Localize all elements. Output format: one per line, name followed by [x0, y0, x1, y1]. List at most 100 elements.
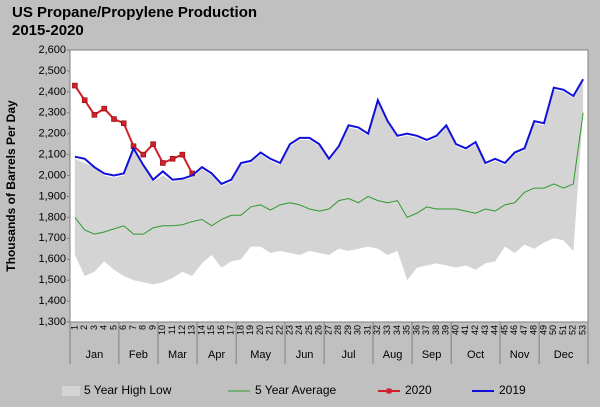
legend-label: 5 Year High Low [84, 383, 172, 397]
month-label: Sep [422, 349, 442, 361]
series-line [74, 78, 584, 186]
y-tick-label: 2,500 [38, 65, 66, 77]
x-tick-label: 39 [441, 325, 451, 335]
y-tick-label: 1,600 [38, 253, 66, 265]
x-tick-label: 29 [343, 325, 353, 335]
y-tick-label: 1,800 [38, 211, 66, 223]
x-tick-label: 36 [411, 325, 421, 335]
x-tick-label: 14 [196, 325, 206, 335]
point-marker [179, 151, 186, 158]
legend-marker [386, 388, 392, 394]
x-tick-label: 26 [314, 325, 324, 335]
x-tick-label: 10 [157, 325, 167, 335]
month-label: Jan [86, 349, 104, 361]
y-tick-label: 1,500 [38, 274, 66, 286]
x-tick-label: 43 [480, 325, 490, 335]
x-tick-label: 18 [235, 325, 245, 335]
y-axis-label: Thousands of Barrels Per Day [4, 100, 18, 272]
y-tick-label: 2,300 [38, 107, 66, 119]
series-line [74, 112, 584, 235]
point-marker [111, 116, 117, 122]
x-tick-label: 52 [568, 325, 578, 335]
month-label: May [250, 349, 271, 361]
x-tick-label: 32 [372, 325, 382, 335]
x-tick-label: 30 [353, 325, 363, 335]
x-tick-label: 51 [558, 325, 568, 335]
x-tick-label: 50 [548, 325, 558, 335]
x-tick-label: 49 [538, 325, 548, 335]
x-tick-label: 46 [509, 325, 519, 335]
y-tick-label: 1,400 [38, 295, 66, 307]
x-tick-label: 34 [392, 325, 402, 335]
high-low-band [74, 81, 584, 285]
x-tick-label: 41 [460, 325, 470, 335]
x-tick-label: 42 [470, 325, 480, 335]
legend-label: 2020 [405, 383, 432, 397]
point-marker [160, 160, 166, 166]
y-tick-label: 2,200 [38, 128, 66, 140]
x-tick-label: 19 [245, 325, 255, 335]
chart-title: US Propane/Propylene Production [12, 4, 257, 21]
x-tick-label: 31 [362, 325, 372, 335]
point-marker [140, 151, 147, 158]
month-label: Dec [554, 349, 574, 361]
x-tick-label: 12 [177, 325, 187, 335]
x-tick-label: 9 [147, 325, 157, 330]
x-tick-label: 53 [577, 325, 587, 335]
x-tick-label: 40 [450, 325, 460, 335]
legend-label: 5 Year Average [255, 383, 337, 397]
month-label: Apr [208, 349, 225, 361]
x-tick-label: 13 [187, 325, 197, 335]
legend-swatch [62, 386, 80, 396]
x-tick-label: 5 [108, 325, 118, 330]
month-label: Oct [467, 349, 484, 361]
x-tick-label: 1 [69, 325, 79, 330]
legend-label: 2019 [499, 383, 526, 397]
point-marker [81, 97, 88, 103]
x-tick-label: 17 [226, 325, 236, 335]
point-marker [121, 120, 127, 126]
x-tick-label: 7 [128, 325, 138, 330]
x-tick-label: 20 [255, 325, 265, 335]
month-label: Feb [129, 349, 148, 361]
x-tick-label: 45 [499, 325, 509, 335]
x-tick-label: 16 [216, 325, 226, 335]
x-tick-label: 15 [206, 325, 216, 335]
x-tick-label: 23 [284, 325, 294, 335]
x-tick-label: 27 [323, 325, 333, 335]
y-tick-label: 2,400 [38, 86, 66, 98]
x-tick-label: 3 [89, 325, 99, 330]
x-tick-label: 24 [294, 325, 304, 335]
y-tick-label: 2,100 [38, 149, 66, 161]
x-tick-label: 21 [265, 325, 275, 335]
point-marker [150, 141, 156, 147]
x-tick-label: 33 [382, 325, 392, 335]
point-marker [91, 112, 98, 118]
x-tick-label: 37 [421, 325, 431, 335]
month-label: Aug [383, 349, 403, 361]
x-tick-label: 4 [99, 325, 109, 330]
month-label: Mar [168, 349, 187, 361]
x-tick-label: 2 [79, 325, 89, 330]
x-tick-label: 28 [333, 325, 343, 335]
month-label: Jul [342, 349, 356, 361]
month-label: Nov [510, 349, 530, 361]
x-tick-label: 35 [402, 325, 412, 335]
point-marker [101, 105, 107, 112]
x-tick-label: 6 [118, 325, 128, 330]
y-tick-label: 1,300 [38, 316, 66, 328]
y-tick-label: 2,000 [38, 169, 66, 181]
y-tick-label: 1,700 [38, 232, 66, 244]
point-marker [72, 82, 78, 89]
x-tick-label: 48 [529, 325, 539, 335]
y-tick-label: 1,900 [38, 190, 66, 202]
x-tick-label: 25 [304, 325, 314, 335]
x-tick-label: 11 [167, 325, 177, 334]
chart-subtitle: 2015-2020 [12, 22, 84, 39]
x-tick-label: 8 [138, 325, 148, 330]
y-tick-label: 2,600 [38, 44, 66, 56]
month-label: Jun [296, 349, 314, 361]
point-marker [169, 156, 176, 162]
x-tick-label: 38 [431, 325, 441, 335]
